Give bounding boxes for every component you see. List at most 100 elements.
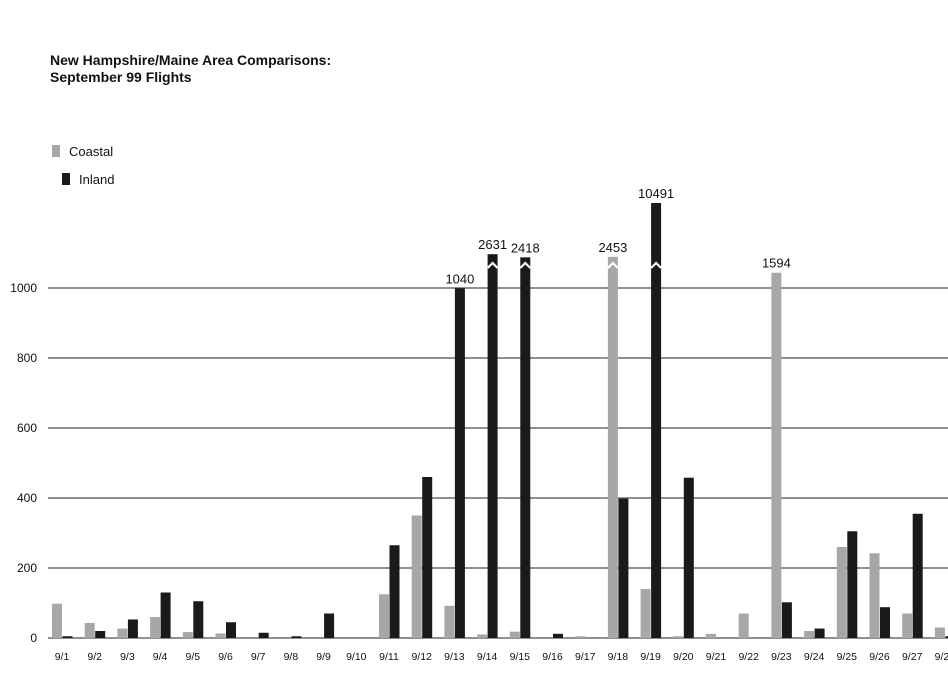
x-tick-label: 9/19 — [640, 651, 661, 663]
bar-coastal — [706, 633, 716, 638]
x-tick-label: 9/23 — [771, 651, 792, 663]
bar-coastal — [771, 272, 782, 638]
x-tick-label: 9/5 — [185, 651, 200, 663]
axis-break-mark — [650, 261, 662, 269]
bars — [52, 203, 948, 639]
bar-coastal — [215, 633, 226, 638]
data-label: 2631 — [478, 237, 507, 252]
bar-coastal — [836, 547, 847, 638]
bar-inland — [389, 545, 400, 638]
x-tick-label: 9/21 — [706, 651, 727, 663]
x-tick-label: 9/28 — [935, 651, 948, 663]
bar-coastal — [182, 632, 193, 638]
axis-break-mark — [454, 261, 466, 269]
bar-inland — [193, 601, 204, 638]
x-tick-label: 9/22 — [738, 651, 759, 663]
bar-coastal — [575, 636, 586, 638]
bar-inland — [95, 631, 106, 638]
legend-swatch-coastal — [52, 145, 60, 157]
bar-inland — [454, 288, 465, 638]
x-tick-label: 9/7 — [251, 651, 266, 663]
x-tick-label: 9/6 — [218, 651, 233, 663]
x-tick-label: 9/1 — [55, 651, 70, 663]
gridlines — [48, 287, 948, 639]
bar-inland — [553, 633, 563, 638]
bar-inland — [226, 622, 236, 638]
bar-coastal — [509, 631, 520, 638]
bar-inland — [618, 498, 629, 638]
legend-swatch-inland — [62, 173, 70, 185]
bar-inland — [781, 602, 792, 638]
bar-coastal — [673, 636, 684, 638]
bar-inland — [847, 531, 858, 638]
bar-inland — [422, 477, 433, 638]
bar-inland — [520, 257, 531, 638]
bar-coastal — [902, 613, 913, 638]
legend-item-inland: Inland — [52, 172, 114, 200]
bar-inland — [487, 254, 498, 639]
x-tick-label: 9/8 — [284, 651, 299, 663]
bar-coastal — [804, 631, 815, 638]
bar-coastal — [411, 515, 422, 638]
bar-inland — [651, 203, 662, 639]
legend-label-coastal: Coastal — [69, 144, 114, 159]
bar-coastal — [869, 553, 880, 638]
y-tick-label: 800 — [17, 351, 37, 365]
bar-inland — [258, 632, 269, 638]
x-tick-label: 9/2 — [87, 651, 102, 663]
bar-inland — [945, 636, 948, 638]
chart-title-line-1: New Hampshire/Maine Area Comparisons: — [50, 52, 332, 68]
axis-break-mark — [607, 261, 619, 269]
bar-inland — [814, 628, 825, 638]
data-label: 1040 — [445, 272, 474, 287]
x-tick-label: 9/26 — [869, 651, 890, 663]
x-tick-label: 9/24 — [804, 651, 825, 663]
x-tick-label: 9/17 — [575, 651, 596, 663]
y-tick-label: 0 — [30, 631, 37, 645]
bar-coastal — [607, 256, 618, 638]
data-label: 10491 — [638, 186, 674, 201]
x-tick-label: 9/11 — [379, 651, 399, 663]
bar-inland — [160, 592, 171, 638]
bar-coastal — [477, 634, 488, 638]
legend-item-coastal: Coastal — [52, 144, 114, 172]
bar-coastal — [84, 622, 95, 638]
bar-inland — [127, 619, 138, 638]
x-tick-label: 9/4 — [153, 651, 168, 663]
x-tick-label: 9/12 — [411, 651, 432, 663]
x-tick-label: 9/25 — [837, 651, 858, 663]
bar-coastal — [117, 628, 128, 638]
data-label: 2418 — [511, 240, 540, 255]
bar-inland — [62, 636, 73, 638]
data-label: 1594 — [762, 256, 791, 271]
axis-break-mark — [519, 261, 532, 269]
x-tick-label: 9/16 — [542, 651, 563, 663]
x-tick-label: 9/13 — [444, 651, 465, 663]
x-axis-ticks: 9/1 9/2 9/3 9/4 9/5 9/6 9/7 9/8 9/9 9/10 9/11 9/12 9… — [55, 651, 948, 663]
y-tick-label: 200 — [17, 561, 37, 575]
chart-title-line-2: September 99 Flights — [50, 69, 192, 85]
y-tick-label: 400 — [17, 491, 37, 505]
y-tick-label: 1000 — [10, 281, 37, 295]
x-tick-label: 9/27 — [902, 651, 923, 663]
x-tick-label: 9/14 — [477, 651, 498, 663]
bar-inland — [880, 607, 890, 638]
y-axis-ticks: 0 200 400 600 800 1000 — [10, 281, 37, 645]
bar-coastal — [934, 627, 945, 638]
bar-coastal — [738, 613, 749, 638]
axis-break-mark — [770, 261, 783, 269]
x-tick-label: 9/15 — [510, 651, 531, 663]
axis-break-mark — [486, 261, 499, 269]
data-labels: 2453 1594 1040 2631 2418 10491 — [445, 186, 790, 287]
legend: Coastal Inland — [52, 144, 114, 200]
x-tick-label: 9/3 — [120, 651, 135, 663]
bar-inland — [912, 513, 923, 638]
bar-coastal — [52, 603, 62, 638]
data-label: 2453 — [598, 240, 627, 255]
x-tick-label: 9/20 — [673, 651, 694, 663]
bar-coastal — [379, 594, 389, 638]
x-tick-label: 9/9 — [316, 651, 331, 663]
bar-inland — [324, 613, 335, 638]
legend-label-inland: Inland — [79, 172, 115, 187]
